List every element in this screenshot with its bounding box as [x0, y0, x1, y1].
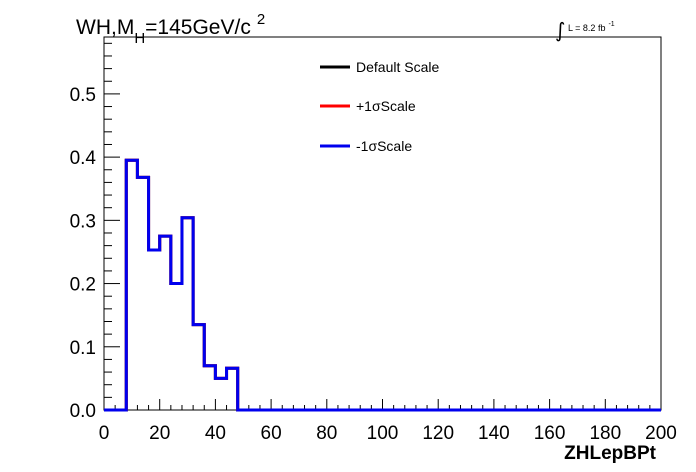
y-tick-label: 0.5	[70, 85, 96, 106]
y-tick-label: 0.2	[70, 275, 96, 296]
chart-title-main: WH,M	[76, 16, 134, 39]
x-tick-label: 200	[645, 423, 677, 444]
x-tick-label: 60	[261, 423, 282, 444]
chart-title: WH,MH=145GeV/c 2	[76, 11, 265, 47]
lumi-annotation: L = 8.2 fb -1	[568, 21, 615, 33]
axis-ticks: 0 20 40 60 80 100 120 140 160 180 200 0.0 0.1 0.2 0.3 0…	[70, 42, 677, 444]
x-tick-label: 140	[478, 423, 510, 444]
lumi-superscript: -1	[608, 21, 614, 28]
lumi-text: L = 8.2 fb	[568, 23, 605, 33]
series-line-minus-1sigmascale	[104, 158, 661, 412]
y-tick-label: 0.3	[70, 211, 96, 232]
x-tick-label: 180	[589, 423, 621, 444]
x-tick-label: 100	[367, 423, 399, 444]
x-tick-label: 40	[205, 423, 226, 444]
y-tick-label: 0.4	[70, 148, 97, 169]
chart-title-rest: =145GeV/c	[145, 16, 251, 39]
legend: Default Scale +1σScale -1σScale	[320, 59, 439, 154]
chart-title-subscript: H	[134, 30, 145, 47]
x-tick-label: 160	[534, 423, 566, 444]
chart-title-superscript: 2	[257, 11, 265, 28]
y-tick-label: 0.1	[70, 338, 96, 359]
series-layer	[104, 158, 661, 412]
x-tick-label: 80	[316, 423, 337, 444]
x-axis-label: ZHLepBPt	[564, 443, 657, 464]
x-tick-label: 120	[422, 423, 454, 444]
legend-label-minus-sigma: -1σScale	[356, 138, 412, 154]
legend-label-plus-sigma: +1σScale	[356, 98, 416, 114]
y-tick-label: 0.0	[70, 401, 96, 422]
lumi-integral-sign: ∫	[555, 18, 565, 42]
x-tick-label: 0	[99, 423, 110, 444]
legend-label-default-scale: Default Scale	[356, 59, 439, 75]
x-tick-label: 20	[149, 423, 170, 444]
